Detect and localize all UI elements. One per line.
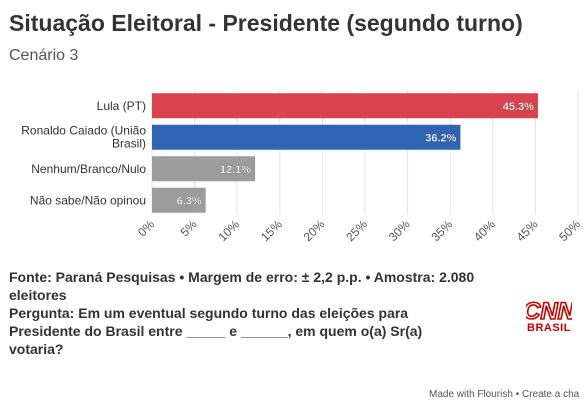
x-tick-label: 25%	[343, 217, 370, 244]
bar	[152, 93, 538, 119]
x-tick-label: 10%	[215, 217, 242, 244]
bar-value-label: 12.1%	[220, 164, 251, 176]
category-label: Não sabe/Não opinou	[30, 193, 146, 207]
bar-value-label: 36.2%	[425, 132, 456, 144]
bar	[152, 156, 256, 182]
cnn-logo: CNN	[526, 297, 572, 326]
x-tick-label: 5%	[178, 217, 200, 239]
chart-title: Situação Eleitoral - Presidente (segundo…	[9, 10, 523, 36]
x-tick-label: 45%	[514, 217, 541, 244]
flourish-credit[interactable]: Made with Flourish • Create a cha	[429, 389, 580, 400]
x-tick-label: 50%	[556, 217, 583, 244]
chart-subtitle: Cenário 3	[9, 47, 79, 64]
x-tick-label: 35%	[428, 217, 455, 244]
x-tick-label: 0%	[135, 217, 157, 239]
question-note: Pergunta: Em um eventual segundo turno d…	[9, 305, 423, 357]
x-tick-label: 40%	[471, 217, 498, 244]
bar	[152, 187, 206, 213]
bar-value-label: 6.3%	[177, 195, 202, 207]
bar-chart: 0% 5% 10% 15% 20% 25% 30% 35% 40% 45% 50% 45.3% Lula…	[21, 90, 583, 244]
chart-footer: Fonte: Paraná Pesquisas • Margem de erro…	[9, 268, 479, 358]
category-label: Ronaldo Caiado (União Brasil)	[21, 123, 146, 150]
x-tick-label: 30%	[386, 217, 413, 244]
x-tick-label: 15%	[258, 217, 285, 244]
bar	[152, 124, 461, 150]
category-label: Nenhum/Branco/Nulo	[31, 162, 146, 176]
cnn-logo-brasil: BRASIL	[527, 322, 571, 334]
source-note: Fonte: Paraná Pesquisas • Margem de erro…	[9, 269, 475, 303]
category-label: Lula (PT)	[97, 99, 146, 113]
svg-text:CNN: CNN	[526, 298, 572, 325]
bar-value-label: 45.3%	[503, 101, 534, 113]
x-tick-label: 20%	[301, 217, 328, 244]
